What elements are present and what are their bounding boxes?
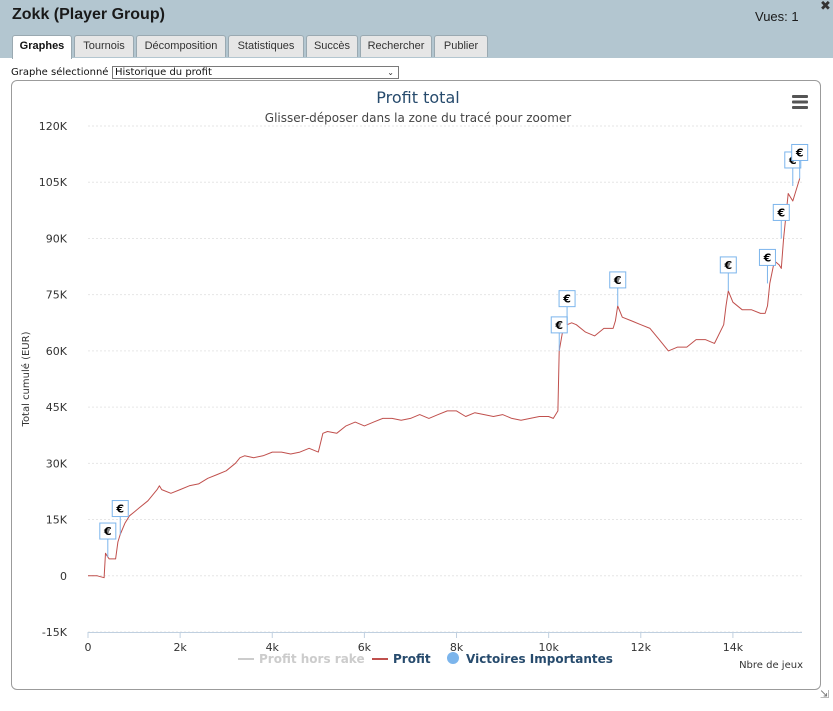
y-tick-label: -15K [42,626,68,639]
tab-graphes[interactable]: Graphes [12,35,72,59]
chart-subtitle: Glisser-déposer dans la zone du tracé po… [265,111,571,125]
legend-label: Profit hors rake [259,652,365,666]
flag-label: € [795,146,804,159]
x-tick-label: 14k [723,641,744,654]
profit-chart[interactable]: Profit total Glisser-déposer dans la zon… [12,81,820,689]
y-tick-label: 120K [39,120,68,133]
tab-publier[interactable]: Publier [434,35,488,57]
graph-select-value: Historique du profit [115,67,212,78]
flag-label: € [763,251,772,264]
victory-flag[interactable]: € [758,248,776,284]
x-tick-label: 12k [631,641,652,654]
legend-label: Profit [393,652,431,666]
resize-grip-icon[interactable]: ⇲ [820,688,830,701]
euro-flag-icon [791,143,809,161]
euro-flag-icon [558,290,576,308]
flag-label: € [554,319,563,332]
victory-flag[interactable]: € [609,271,627,306]
graph-select[interactable]: Historique du profit ⌄ [112,66,399,79]
profit-series-line[interactable] [88,178,801,579]
hamburger-menu-icon[interactable] [792,95,808,109]
y-tick-label: 60K [46,345,68,358]
y-tick-label: 75K [46,289,68,302]
x-tick-label: 10k [538,641,559,654]
tab-rechercher[interactable]: Rechercher [360,35,432,57]
tab-succes[interactable]: Succès [306,35,358,57]
x-tick-label: 0 [85,641,92,654]
tab-tournois[interactable]: Tournois [74,35,134,57]
chart-title: Profit total [376,88,459,107]
x-tick-label: 2k [173,641,187,654]
tab-statistiques[interactable]: Statistiques [228,35,304,57]
tab-decomposition[interactable]: Décomposition [136,35,226,57]
legend-item-profit[interactable]: Profit [372,652,431,666]
victory-flag[interactable]: € [558,290,576,325]
x-axis-label: Nbre de jeux [739,660,803,671]
euro-flag-icon [609,271,627,289]
y-tick-label: 105K [39,176,68,189]
flag-label: € [115,503,124,516]
chart-panel: Profit total Glisser-déposer dans la zon… [11,80,821,690]
chevron-down-icon: ⌄ [387,68,394,77]
victory-flag[interactable]: € [719,256,737,291]
victory-flag[interactable]: € [791,143,809,179]
y-tick-label: 90K [46,232,68,245]
legend-item-victoires[interactable]: Victoires Importantes [447,652,613,666]
victory-flag[interactable]: € [772,203,790,239]
flag-label: € [723,259,732,272]
x-tick-label: 8k [450,641,464,654]
views-counter: Vues: 1 [755,9,799,24]
legend-symbol [447,652,459,664]
graph-selector-label: Graphe sélectionné : [11,67,115,78]
euro-flag-icon [772,203,790,221]
y-tick-label: 45K [46,401,68,414]
title-bar: Zokk (Player Group) Vues: 1 ✖ Graphes To… [0,0,833,59]
flag-label: € [613,274,622,287]
close-icon[interactable]: ✖ [820,0,831,14]
victory-flag[interactable]: € [111,500,129,535]
victory-flag[interactable]: € [550,316,568,351]
euro-flag-icon [719,256,737,274]
window-title: Zokk (Player Group) [12,6,165,23]
euro-flag-icon [550,316,568,334]
y-axis-label: Total cumulé (EUR) [20,331,32,427]
euro-flag-icon [111,500,129,518]
flag-label: € [562,293,571,306]
euro-flag-icon [99,522,117,540]
euro-flag-icon [758,248,776,266]
y-tick-label: 30K [46,457,68,470]
x-tick-label: 6k [358,641,372,654]
y-tick-label: 0 [60,570,67,583]
x-tick-label: 4k [266,641,280,654]
legend-label: Victoires Importantes [466,652,613,666]
victory-flag[interactable]: € [99,522,117,558]
y-tick-label: 15K [46,514,68,527]
flag-label: € [776,206,785,219]
legend-item-profit-hors-rake[interactable]: Profit hors rake [238,652,365,666]
flag-label: € [103,525,112,538]
